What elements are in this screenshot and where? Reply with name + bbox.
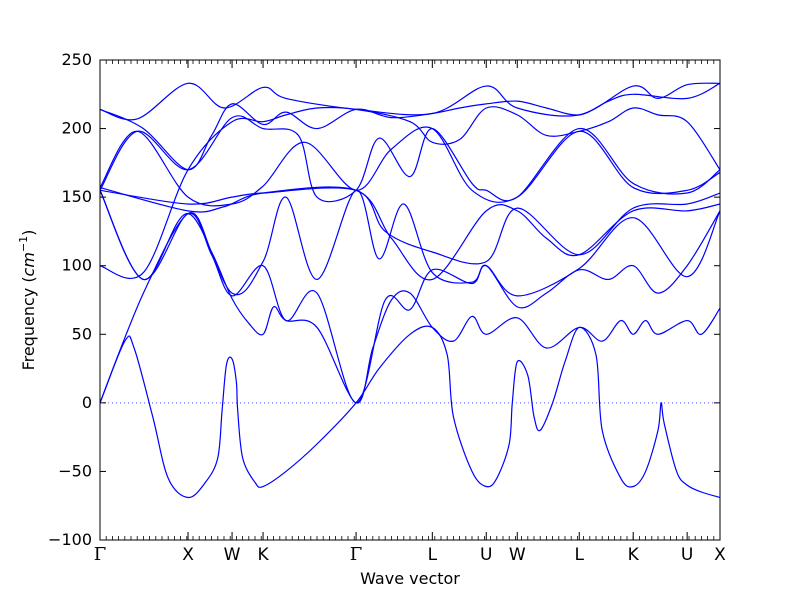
qpoint-label: U <box>681 545 693 565</box>
band-lines <box>100 82 720 499</box>
x-minor-ticks <box>99 60 721 540</box>
qpoint-label: U <box>480 545 492 565</box>
y-tick-label: −50 <box>58 461 92 480</box>
qpoint-label: Γ <box>94 544 107 565</box>
qpoint-label: W <box>509 545 526 565</box>
qpoint-label: X <box>714 545 726 565</box>
band-line-6 <box>100 187 720 265</box>
band-line-4 <box>100 189 720 297</box>
qpoint-label: L <box>428 545 438 565</box>
qpoint-label: W <box>224 545 241 565</box>
y-tick-label: −100 <box>48 530 92 549</box>
y-axis-ticks: −100 −50 0 50 100 150 200 250 <box>48 50 720 549</box>
band-line-1 <box>100 325 720 499</box>
band-line-11 <box>100 106 720 280</box>
qpoint-label: L <box>575 545 585 565</box>
band-line-10 <box>100 126 720 207</box>
x-axis-label: Wave vector <box>360 569 460 588</box>
y-tick-label: 200 <box>61 119 92 138</box>
qpoint-label: K <box>257 545 269 565</box>
plot-area <box>100 60 720 540</box>
band-line-2 <box>100 212 720 404</box>
qpoint-label: K <box>628 545 640 565</box>
y-axis-label: Frequency (cm−1) <box>17 230 38 371</box>
qpoint-label: X <box>182 545 194 565</box>
band-line-9 <box>100 115 720 203</box>
y-tick-label: 50 <box>72 324 92 343</box>
y-tick-label: 250 <box>61 50 92 69</box>
band-line-8 <box>100 82 720 171</box>
y-tick-label: 100 <box>61 256 92 275</box>
plot-frame <box>99 59 721 541</box>
y-tick-label: 0 <box>82 393 92 412</box>
y-tick-label: 150 <box>61 187 92 206</box>
qpoint-label: Γ <box>350 544 363 565</box>
